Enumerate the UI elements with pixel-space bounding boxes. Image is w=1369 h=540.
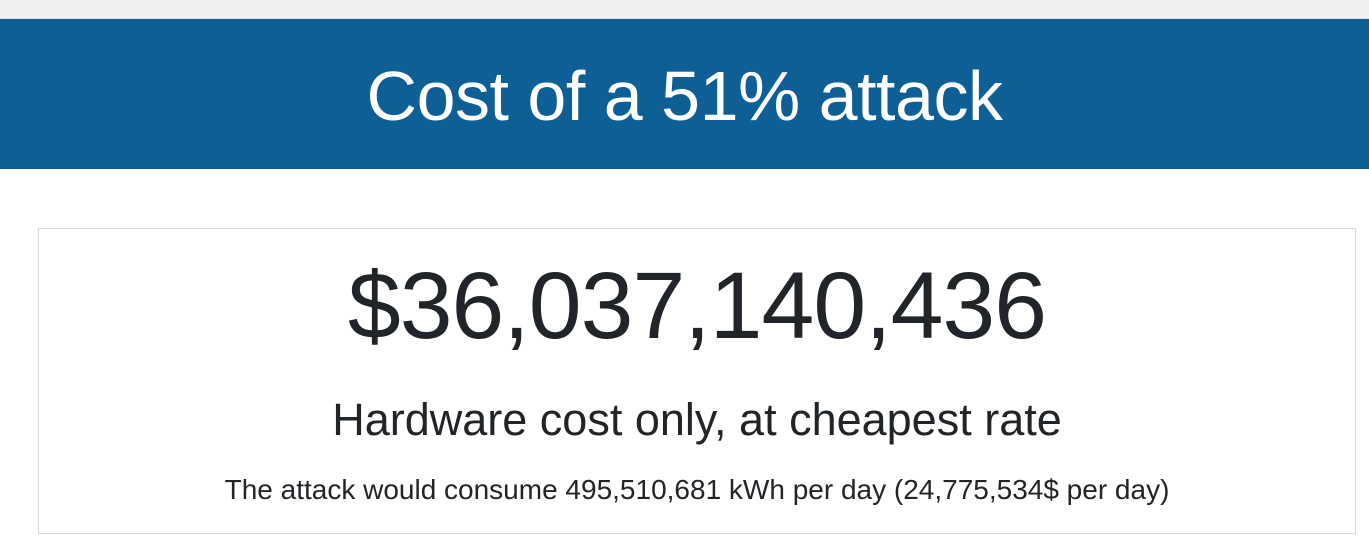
attack-cost-amount: $36,037,140,436 (347, 253, 1047, 359)
attack-cost-caption: Hardware cost only, at cheapest rate (332, 394, 1062, 445)
top-strip (0, 0, 1369, 19)
attack-cost-card: $36,037,140,436 Hardware cost only, at c… (38, 228, 1356, 534)
header-banner: Cost of a 51% attack (0, 19, 1369, 169)
page-title: Cost of a 51% attack (366, 57, 1003, 135)
energy-consumption-text: The attack would consume 495,510,681 kWh… (224, 474, 1170, 505)
